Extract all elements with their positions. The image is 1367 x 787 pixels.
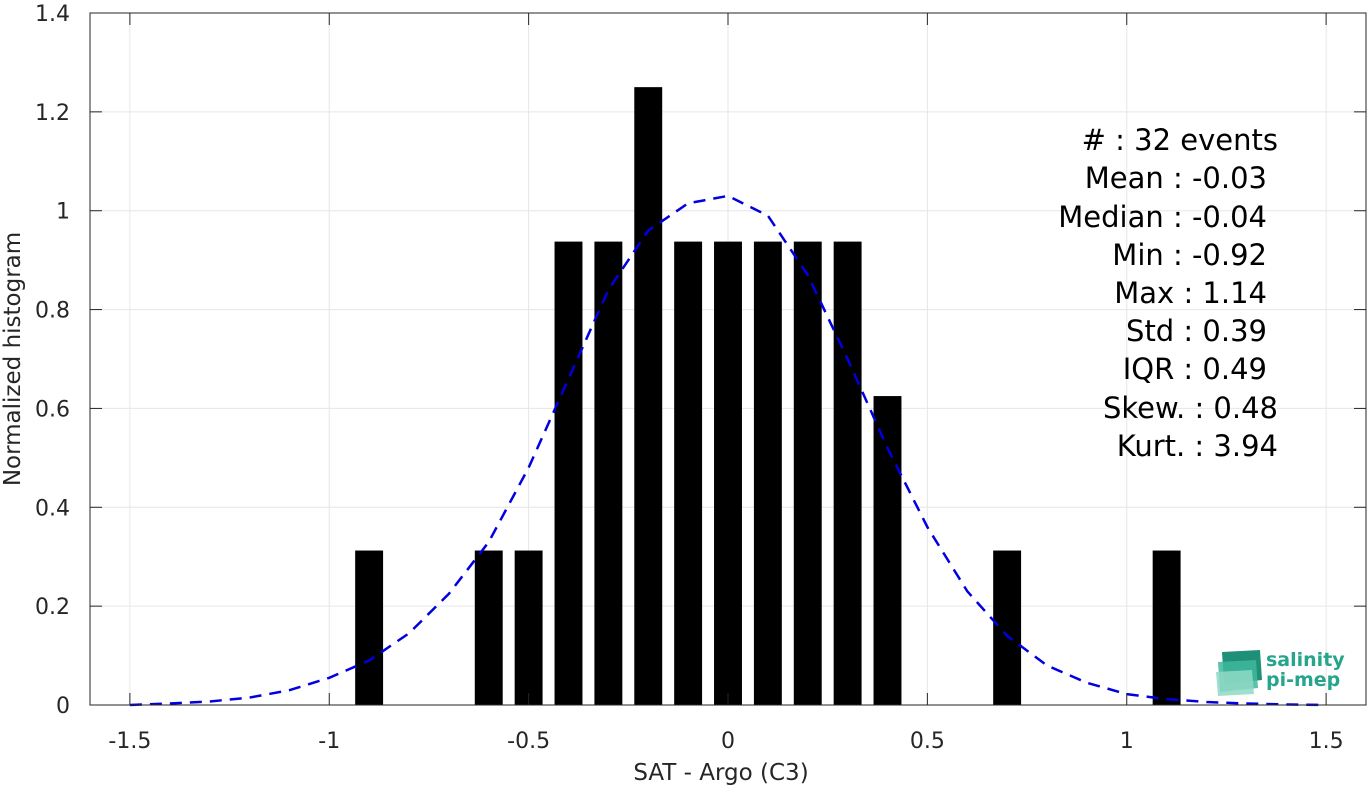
histogram-bar — [873, 396, 902, 705]
histogram-bar — [1152, 550, 1181, 705]
y-tick-label: 1 — [56, 200, 70, 225]
y-tick-label: 0.8 — [35, 299, 70, 324]
histogram-bars — [355, 87, 1181, 705]
x-axis-label: SAT - Argo (C3) — [633, 760, 808, 786]
x-tick-label: 0 — [721, 729, 735, 754]
logo-line1: salinity — [1266, 649, 1345, 671]
x-tick-label: -1 — [318, 729, 340, 754]
histogram-bar — [594, 241, 623, 705]
y-tick-label: 0.2 — [35, 595, 70, 620]
x-tick-label: -0.5 — [507, 729, 550, 754]
x-tick-label: 0.5 — [910, 729, 945, 754]
histogram-bar — [474, 550, 503, 705]
histogram-bar — [833, 241, 862, 705]
histogram-bar — [634, 87, 663, 705]
stat-std: Std : 0.39 — [1126, 314, 1267, 348]
stat-skew: Skew. : 0.48 — [1103, 391, 1278, 425]
stat-iqr: IQR : 0.49 — [1123, 352, 1267, 386]
stat-mean: Mean : -0.03 — [1085, 161, 1267, 195]
y-tick-label: 0.4 — [35, 496, 70, 521]
y-tick-label: 1.4 — [35, 2, 70, 27]
x-tick-label: 1 — [1120, 729, 1134, 754]
stat-kurt: Kurt. : 3.94 — [1117, 429, 1278, 463]
stat-median: Median : -0.04 — [1058, 200, 1267, 234]
stats-box: # : 32 events Mean : -0.03 Median : -0.0… — [1058, 123, 1278, 463]
logo-wave-icon — [1216, 650, 1262, 696]
histogram-bar — [993, 550, 1022, 705]
salinity-pimep-logo: salinity pi-mep — [1216, 649, 1345, 696]
histogram-bar — [355, 550, 384, 705]
histogram-bar — [674, 241, 703, 705]
y-tick-labels: 0 0.2 0.4 0.6 0.8 1 1.2 1.4 — [35, 2, 70, 719]
axis-ticks — [90, 12, 1366, 706]
x-tick-label: 1.5 — [1309, 729, 1344, 754]
y-tick-label: 0 — [56, 694, 70, 719]
histogram-bar — [554, 241, 583, 705]
y-tick-label: 0.6 — [35, 397, 70, 422]
logo-line2: pi-mep — [1266, 669, 1340, 691]
histogram-bar — [753, 241, 782, 705]
histogram-bar — [714, 241, 742, 705]
stat-max: Max : 1.14 — [1114, 276, 1267, 310]
stat-min: Min : -0.92 — [1112, 238, 1267, 272]
x-tick-labels: -1.5 -1 -0.5 0 0.5 1 1.5 — [108, 729, 1343, 754]
stat-events: # : 32 events — [1082, 123, 1278, 157]
histogram-bar — [514, 550, 543, 705]
y-tick-label: 1.2 — [35, 101, 70, 126]
y-axis-label: Normalized histogram — [0, 232, 26, 486]
x-tick-label: -1.5 — [108, 729, 151, 754]
histogram-bar — [793, 241, 822, 705]
